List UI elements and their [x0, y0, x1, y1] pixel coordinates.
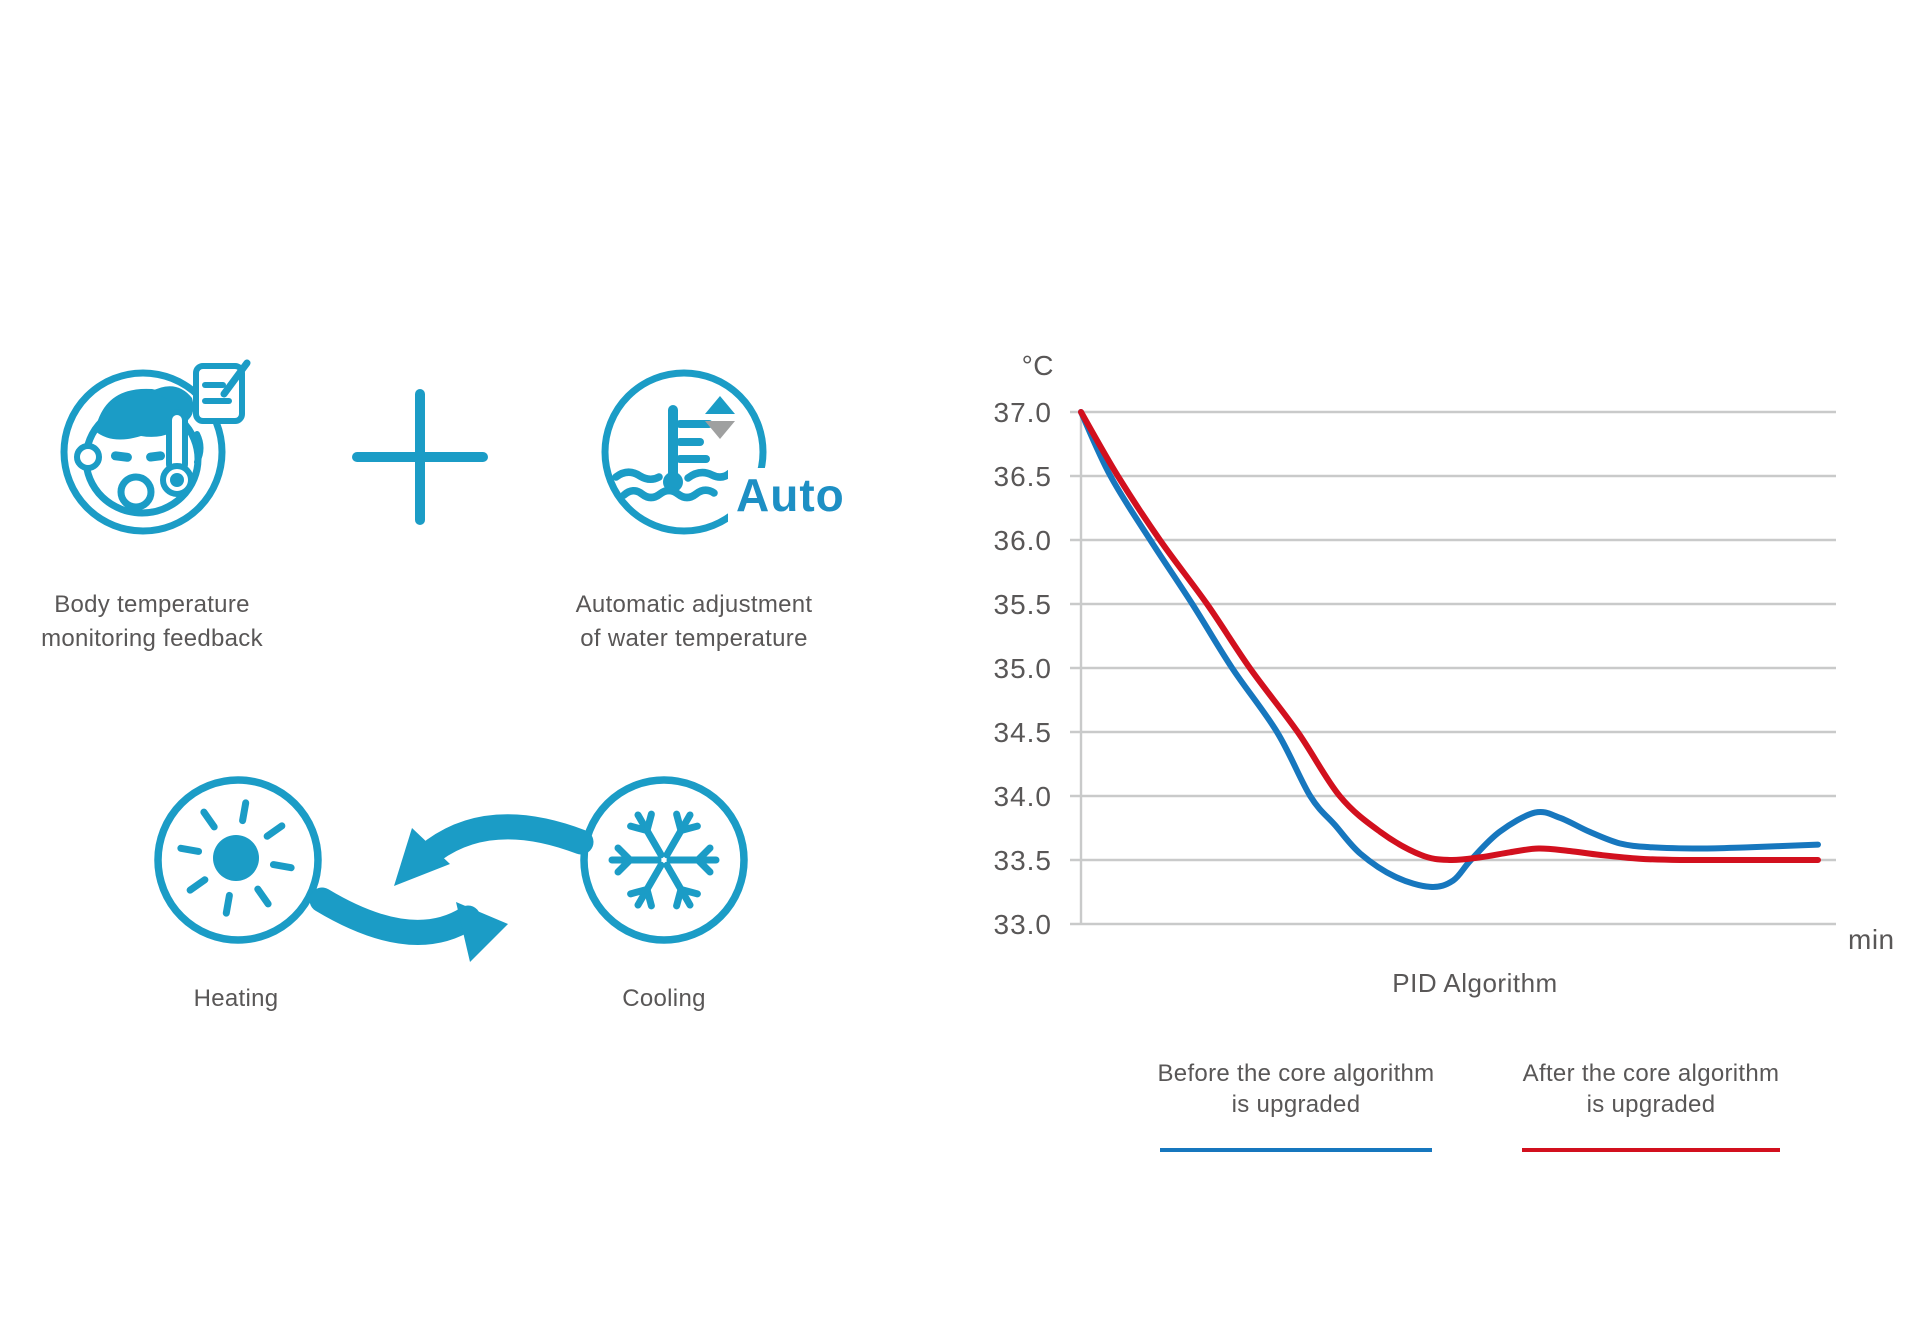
y-tick-label: 33.0 [994, 909, 1053, 940]
caption-body-temperature: Body temperature monitoring feedback [2, 588, 302, 656]
snowflake-icon [580, 776, 748, 944]
y-tick-label: 36.0 [994, 525, 1053, 556]
y-tick-label: 33.5 [994, 845, 1053, 876]
y-tick-label: 34.5 [994, 717, 1053, 748]
legend-swatch-before [1160, 1148, 1432, 1152]
up-arrow-icon [705, 396, 735, 414]
y-axis-unit-label: °C [1021, 350, 1054, 381]
baby-thermometer-icon [60, 359, 251, 535]
auto-badge: Auto [728, 468, 849, 526]
caption-line: Body temperature [54, 591, 250, 618]
legend-entry-after: After the core algorithm is upgraded [1481, 1058, 1821, 1120]
pid-line-chart: 37.0 36.5 36.0 35.5 35.0 34.5 34.0 33.5 33.0 [994, 397, 1836, 940]
y-tick-label: 35.0 [994, 653, 1053, 684]
legend-label-line: is upgraded [1231, 1091, 1361, 1118]
legend-swatch-after [1522, 1148, 1780, 1152]
legend-label-line: Before the core algorithm [1157, 1060, 1435, 1087]
caption-line: monitoring feedback [41, 625, 263, 652]
caption-heating: Heating [193, 985, 279, 1012]
y-tick-label: 37.0 [994, 397, 1053, 428]
y-tick-label: 34.0 [994, 781, 1053, 812]
series-line-before [1078, 409, 1821, 890]
legend-label-line: is upgraded [1586, 1091, 1716, 1118]
water-thermometer-icon [601, 369, 767, 535]
legend-entry-before: Before the core algorithm is upgraded [1126, 1058, 1466, 1120]
chart-title: PID Algorithm [1392, 968, 1558, 998]
arrowhead-right-icon [456, 902, 508, 962]
caption-auto-adjustment: Automatic adjustment of water temperatur… [544, 588, 844, 656]
y-tick-label: 36.5 [994, 461, 1053, 492]
plus-icon [352, 389, 488, 525]
arrowhead-left-icon [394, 828, 450, 886]
legend-label-line: After the core algorithm [1522, 1060, 1780, 1087]
caption-cooling: Cooling [622, 985, 706, 1012]
series-line-after [1078, 409, 1821, 864]
x-axis-unit-label: min [1848, 924, 1895, 955]
caption-line: of water temperature [580, 625, 808, 652]
caption-line: Automatic adjustment [575, 591, 813, 618]
cycle-arrows-icon [309, 814, 594, 962]
down-arrow-icon [705, 421, 735, 439]
y-tick-label: 35.5 [994, 589, 1053, 620]
sun-icon [154, 776, 322, 944]
